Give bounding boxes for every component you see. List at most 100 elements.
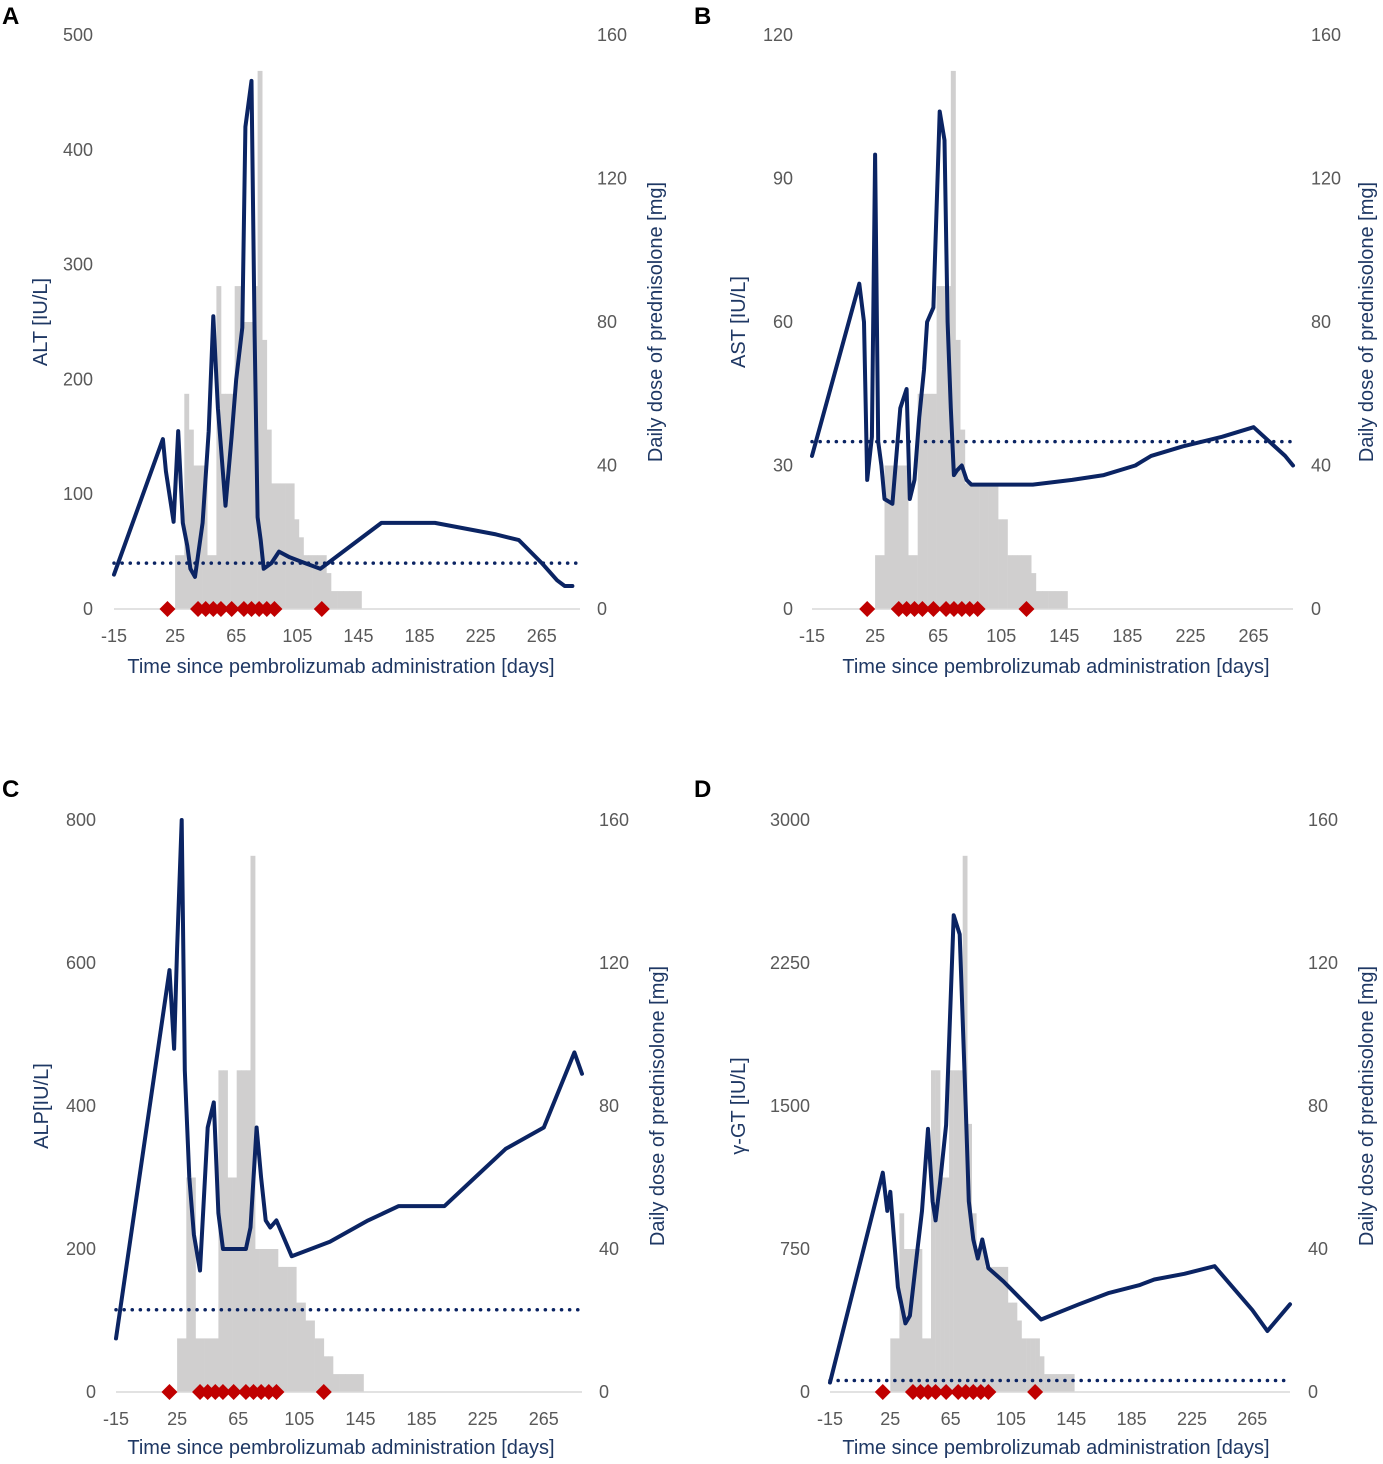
prednisolone-bar	[207, 555, 213, 609]
x-tick-label: 65	[928, 626, 948, 646]
y2-tick-label: 120	[1308, 953, 1338, 973]
prednisolone-bar	[239, 286, 245, 609]
prednisolone-bar	[282, 1266, 288, 1392]
prednisolone-bar	[946, 286, 951, 609]
prednisolone-bar	[343, 591, 350, 609]
x-tick-label: 225	[468, 1409, 498, 1429]
prednisolone-bar	[241, 1070, 247, 1393]
prednisolone-bar	[287, 1266, 292, 1392]
prednisolone-bar	[331, 591, 338, 609]
prednisolone-bar	[931, 393, 937, 610]
x-tick-label: 65	[228, 1409, 248, 1429]
prednisolone-bar	[1017, 1320, 1022, 1392]
prednisolone-bar	[276, 483, 281, 609]
prednisolone-bar	[294, 519, 300, 609]
y2-axis-title: Daily dose of prednisolone [mg]	[1356, 966, 1378, 1246]
prednisolone-bar	[967, 1123, 972, 1392]
prednisolone-bar	[979, 483, 985, 609]
prednisolone-bar	[204, 1338, 210, 1392]
prednisolone-bar	[1031, 573, 1037, 609]
prednisolone-bar	[271, 483, 277, 609]
x-tick-label: 25	[167, 1409, 187, 1429]
prednisolone-bar	[1007, 555, 1013, 609]
prednisolone-bar	[264, 1249, 270, 1392]
event-marker	[925, 601, 942, 617]
prednisolone-bar	[1056, 1374, 1063, 1392]
y-axis-title: γ-GT [IU/L]	[728, 1057, 750, 1154]
x-tick-label: -15	[799, 626, 825, 646]
prednisolone-bar	[184, 393, 190, 610]
prednisolone-bar	[227, 1177, 233, 1392]
prednisolone-bar	[337, 591, 344, 609]
prednisolone-bar	[936, 286, 942, 609]
prednisolone-bar	[1044, 1374, 1051, 1392]
x-tick-label: 265	[527, 626, 557, 646]
x-tick-label: -15	[101, 626, 127, 646]
y2-tick-label: 40	[1311, 456, 1331, 476]
event-marker	[266, 601, 283, 617]
prednisolone-bar	[349, 591, 356, 609]
x-axis-title: Time since pembrolizumab administration …	[842, 656, 1269, 678]
y-tick-label: 750	[780, 1239, 810, 1259]
event-marker	[969, 601, 986, 617]
event-marker	[225, 1384, 242, 1400]
prednisolone-bar	[190, 1177, 196, 1392]
prednisolone-bar	[289, 483, 295, 609]
prednisolone-bar	[1048, 591, 1056, 609]
x-axis-title: Time since pembrolizumab administration …	[842, 1437, 1269, 1459]
y2-tick-label: 80	[597, 312, 617, 332]
y-tick-label: 120	[763, 25, 793, 45]
lab-value-line	[112, 78, 575, 588]
y2-tick-label: 120	[599, 953, 629, 973]
y-tick-label: 0	[86, 1382, 96, 1402]
prednisolone-bar	[889, 465, 895, 609]
y2-tick-label: 80	[1311, 312, 1331, 332]
y2-tick-label: 40	[597, 456, 617, 476]
y2-tick-label: 160	[597, 25, 627, 45]
y2-axis-title: Daily dose of prednisolone [mg]	[647, 966, 669, 1246]
x-axis-title: Time since pembrolizumab administration …	[127, 656, 554, 678]
event-marker	[914, 601, 931, 617]
y2-tick-label: 0	[597, 599, 607, 619]
prednisolone-bar	[894, 465, 899, 609]
prednisolone-bar	[908, 1249, 914, 1392]
prednisolone-bar	[903, 465, 909, 609]
prednisolone-bar	[259, 1249, 265, 1392]
panel-A: 0 100 200 300 400 500 0 40 80 120 160 -15 25 65 105 145…	[30, 25, 667, 678]
prednisolone-bar	[969, 483, 975, 609]
prednisolone-bar	[248, 322, 254, 609]
prednisolone-bar	[232, 1177, 237, 1392]
prednisolone-bar	[1054, 591, 1062, 609]
prednisolone-bar	[1035, 591, 1043, 609]
prednisolone-bar	[230, 393, 235, 610]
y-tick-label: 0	[783, 599, 793, 619]
prednisolone-bar	[339, 1374, 346, 1392]
prednisolone-bar	[285, 483, 290, 609]
prednisolone-bar	[216, 286, 222, 609]
prednisolone-bar	[280, 483, 286, 609]
prednisolone-bar	[1002, 519, 1008, 609]
x-tick-label: 105	[996, 1409, 1026, 1429]
prednisolone-bar	[1035, 1338, 1040, 1392]
panel-label-C: C	[2, 776, 19, 803]
y-tick-label: 30	[773, 456, 793, 476]
prednisolone-bar	[944, 1177, 950, 1392]
x-tick-label: 25	[865, 626, 885, 646]
x-tick-label: 265	[1237, 1409, 1267, 1429]
panel-label-D: D	[694, 776, 711, 803]
x-tick-label: 185	[405, 626, 435, 646]
prednisolone-bar	[985, 1266, 991, 1392]
y2-tick-label: 0	[1311, 599, 1321, 619]
prednisolone-bar	[1068, 1374, 1075, 1392]
x-tick-label: 145	[345, 1409, 375, 1429]
event-marker	[159, 601, 176, 617]
y-tick-label: 1500	[770, 1096, 810, 1116]
y-tick-label: 200	[66, 1239, 96, 1259]
y2-tick-label: 160	[1308, 810, 1338, 830]
prednisolone-bar	[913, 1249, 918, 1392]
event-marker	[1027, 1384, 1044, 1400]
prednisolone-bar	[953, 1070, 959, 1393]
y-tick-label: 60	[773, 312, 793, 332]
prednisolone-bar	[879, 555, 885, 609]
